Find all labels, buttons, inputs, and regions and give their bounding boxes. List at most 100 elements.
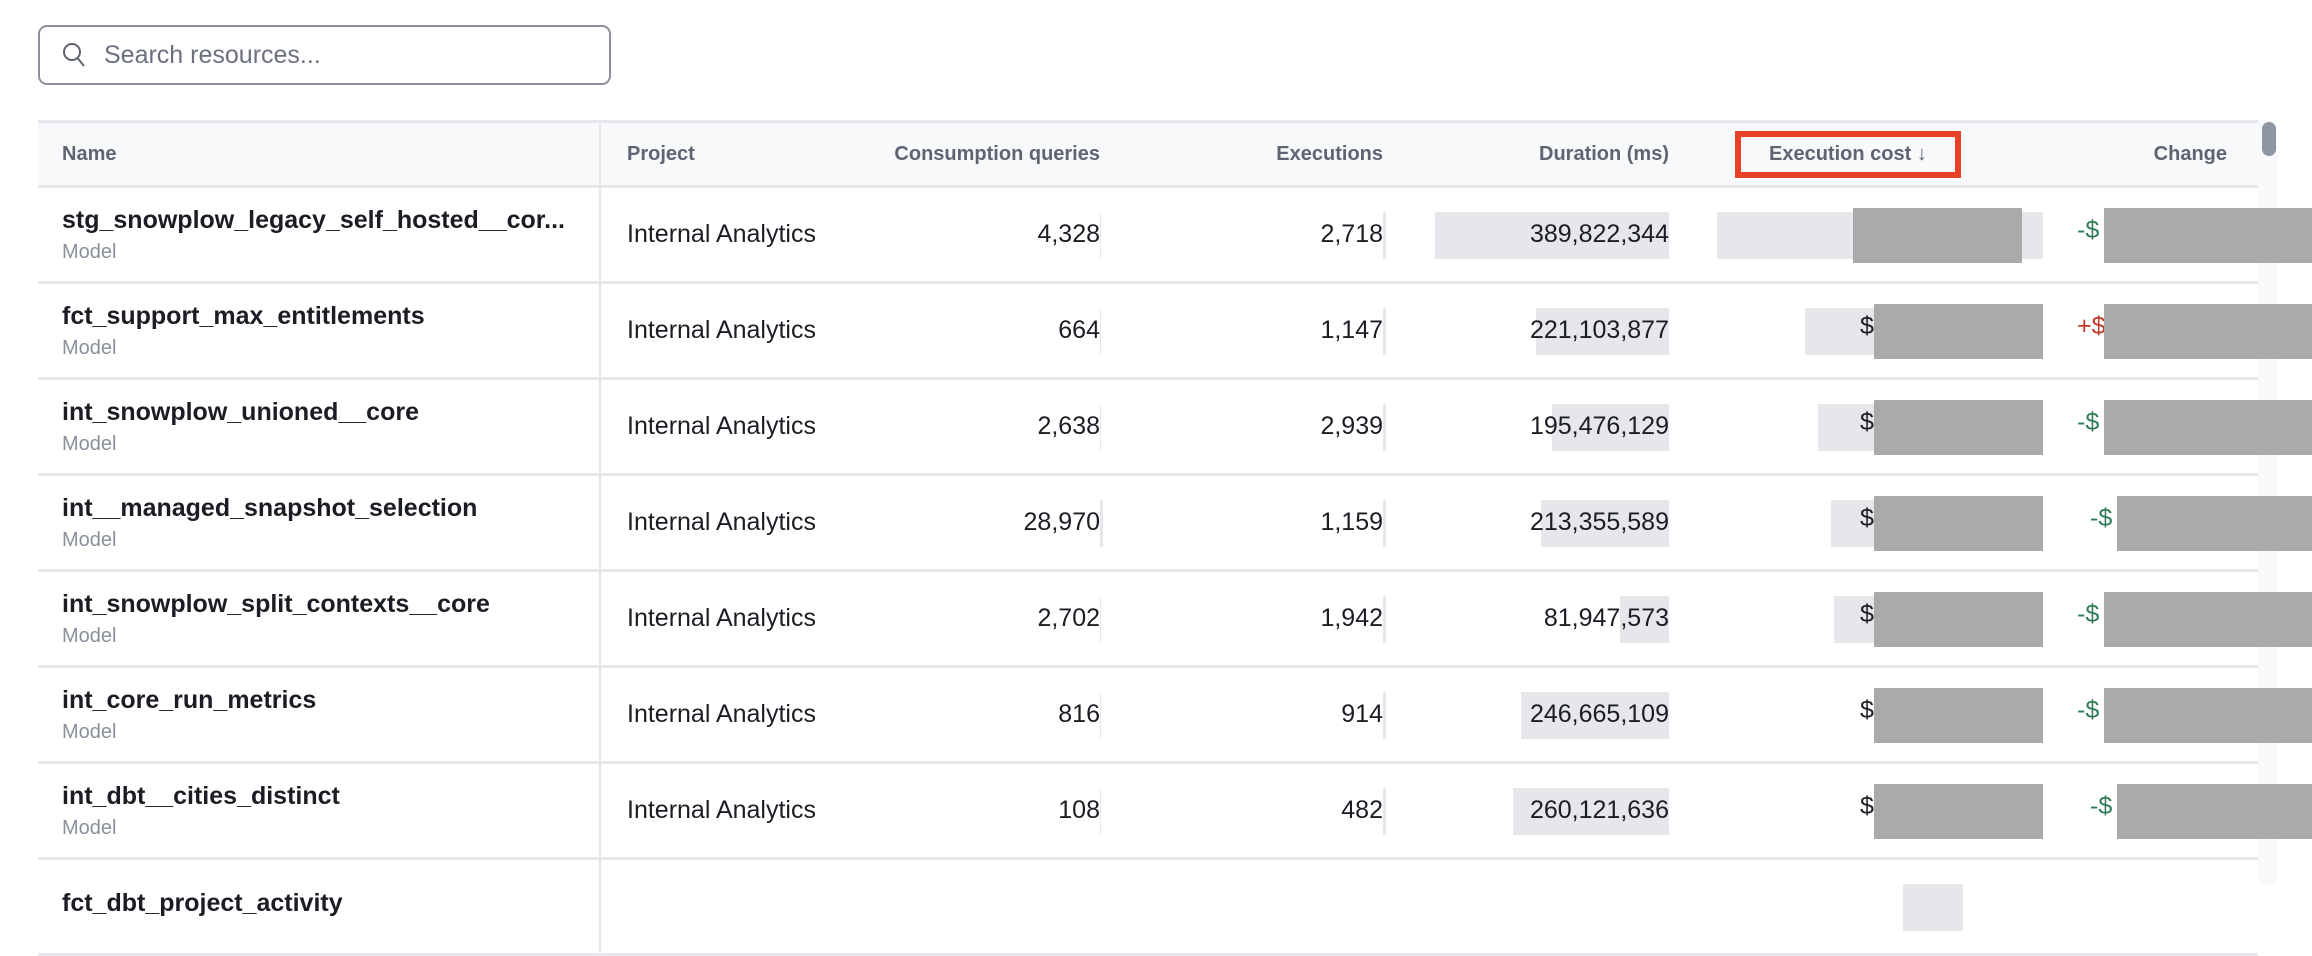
duration-bar [1512,788,1669,835]
duration-bar [1536,308,1669,355]
executions-bar [1383,212,1386,259]
resource-name-link[interactable]: int_snowplow_split_contexts__core [62,589,490,618]
executions-bar [1383,788,1386,835]
resource-type: Model [62,336,117,359]
project-cell: Internal Analytics [601,284,861,377]
sort-descending-icon: ↓ [1916,142,1927,165]
execution-cost-cell: $ [1679,188,2053,281]
consumption-queries-value: 108 [1058,796,1100,824]
project-name: Internal Analytics [627,412,816,440]
consumption-queries-value: 2,638 [1037,412,1100,440]
executions-value: 2,939 [1320,412,1383,440]
executions-cell [1110,860,1393,953]
executions-cell: 1,147 [1110,284,1393,377]
resource-name-link[interactable]: int_snowplow_unioned__core [62,397,419,426]
project-cell: Internal Analytics [601,476,861,569]
duration-value: 260,121,636 [1529,796,1669,824]
table-header: Name Project Consumption queries Executi… [38,120,2258,188]
resource-name-link[interactable]: fct_dbt_project_activity [62,889,343,917]
executions-bar [1383,500,1386,547]
resource-name-link[interactable]: int__managed_snapshot_selection [62,493,478,522]
table-row[interactable]: int__managed_snapshot_selection Model In… [38,476,2312,572]
consumption-queries-cell: 108 [861,764,1110,857]
resource-type: Model [62,432,117,455]
duration-cell: 260,121,636 [1393,764,1679,857]
change-cell: -$ [2053,380,2312,473]
consumption-queries-bar [1100,308,1101,355]
column-header-change[interactable]: Change [2153,142,2227,165]
executions-bar [1383,308,1386,355]
execution-cost-value: $ [1860,600,1874,628]
execution-cost-cell: $ [1679,764,2053,857]
column-header-execution-cost[interactable]: Execution cost ↓ [1679,123,2053,185]
redacted-change [2117,496,2312,551]
change-cell: -$ [2053,764,2312,857]
resource-name-link[interactable]: int_core_run_metrics [62,685,317,714]
duration-bar [1551,404,1669,451]
duration-value: 195,476,129 [1529,412,1669,440]
consumption-queries-cell: 28,970 [861,476,1110,569]
redacted-cost [1874,784,2043,839]
column-header-executions[interactable]: Executions [1276,142,1383,165]
project-name: Internal Analytics [627,796,816,824]
project-cell: Internal Analytics [601,188,861,281]
execution-cost-cell [1679,860,2053,953]
change-value: +$ [2077,312,2106,340]
table-row[interactable]: int_dbt__cities_distinct Model Internal … [38,764,2312,860]
resource-name-link[interactable]: fct_support_max_entitlements [62,301,425,330]
name-cell: stg_snowplow_legacy_self_hosted__cor... … [38,188,601,281]
execution-cost-value: $ [1860,696,1874,724]
column-header-consumption-queries[interactable]: Consumption queries [894,142,1100,165]
change-value: -$ [2077,408,2100,436]
duration-cell [1393,860,1679,953]
consumption-queries-bar [1100,500,1103,547]
duration-cell: 221,103,877 [1393,284,1679,377]
executions-value: 1,147 [1320,316,1383,344]
execution-cost-cell: $ [1679,380,2053,473]
table-row[interactable]: fct_dbt_project_activity [38,860,2258,956]
executions-bar [1383,596,1386,643]
table-row[interactable]: int_snowplow_unioned__core Model Interna… [38,380,2312,476]
change-cell: -$ [2053,572,2312,665]
redacted-cost [1874,304,2043,359]
name-cell: int__managed_snapshot_selection Model [38,476,601,569]
scrollbar-thumb[interactable] [2262,122,2276,156]
change-cell: +$ [2053,284,2312,377]
search-box[interactable] [38,25,611,85]
consumption-queries-cell: 2,702 [861,572,1110,665]
change-value: -$ [2077,600,2100,628]
consumption-queries-value: 4,328 [1037,220,1100,248]
execution-cost-value: $ [1860,408,1874,436]
execution-cost-value: $ [1860,504,1874,532]
executions-value: 1,159 [1320,508,1383,536]
table-row[interactable]: int_snowplow_split_contexts__core Model … [38,572,2312,668]
redacted-change [2104,304,2312,359]
change-cell: -$ [2053,476,2312,569]
duration-bar [1540,500,1669,547]
executions-bar [1383,692,1386,739]
resource-name-link[interactable]: int_dbt__cities_distinct [62,781,340,810]
table-row[interactable]: int_core_run_metrics Model Internal Anal… [38,668,2312,764]
executions-value: 914 [1341,700,1383,728]
column-header-name[interactable]: Name [38,123,601,185]
execution-cost-label: Execution cost [1769,142,1912,165]
column-header-project[interactable]: Project [627,142,695,165]
table-row[interactable]: stg_snowplow_legacy_self_hosted__cor... … [38,188,2312,284]
consumption-queries-value: 2,702 [1037,604,1100,632]
name-cell: fct_support_max_entitlements Model [38,284,601,377]
project-name: Internal Analytics [627,700,816,728]
consumption-queries-cell: 4,328 [861,188,1110,281]
duration-bar [1520,692,1669,739]
column-header-duration[interactable]: Duration (ms) [1539,142,1669,165]
table-row[interactable]: fct_support_max_entitlements Model Inter… [38,284,2312,380]
consumption-queries-bar [1100,404,1101,451]
resource-name-link[interactable]: stg_snowplow_legacy_self_hosted__cor... [62,205,565,234]
consumption-queries-bar [1100,596,1101,643]
duration-value: 246,665,109 [1529,700,1669,728]
duration-cell: 246,665,109 [1393,668,1679,761]
project-name: Internal Analytics [627,316,816,344]
search-input[interactable] [102,39,576,71]
change-cell: -$ [2053,188,2312,281]
duration-value: 389,822,344 [1529,220,1669,248]
redacted-cost [1874,400,2043,455]
